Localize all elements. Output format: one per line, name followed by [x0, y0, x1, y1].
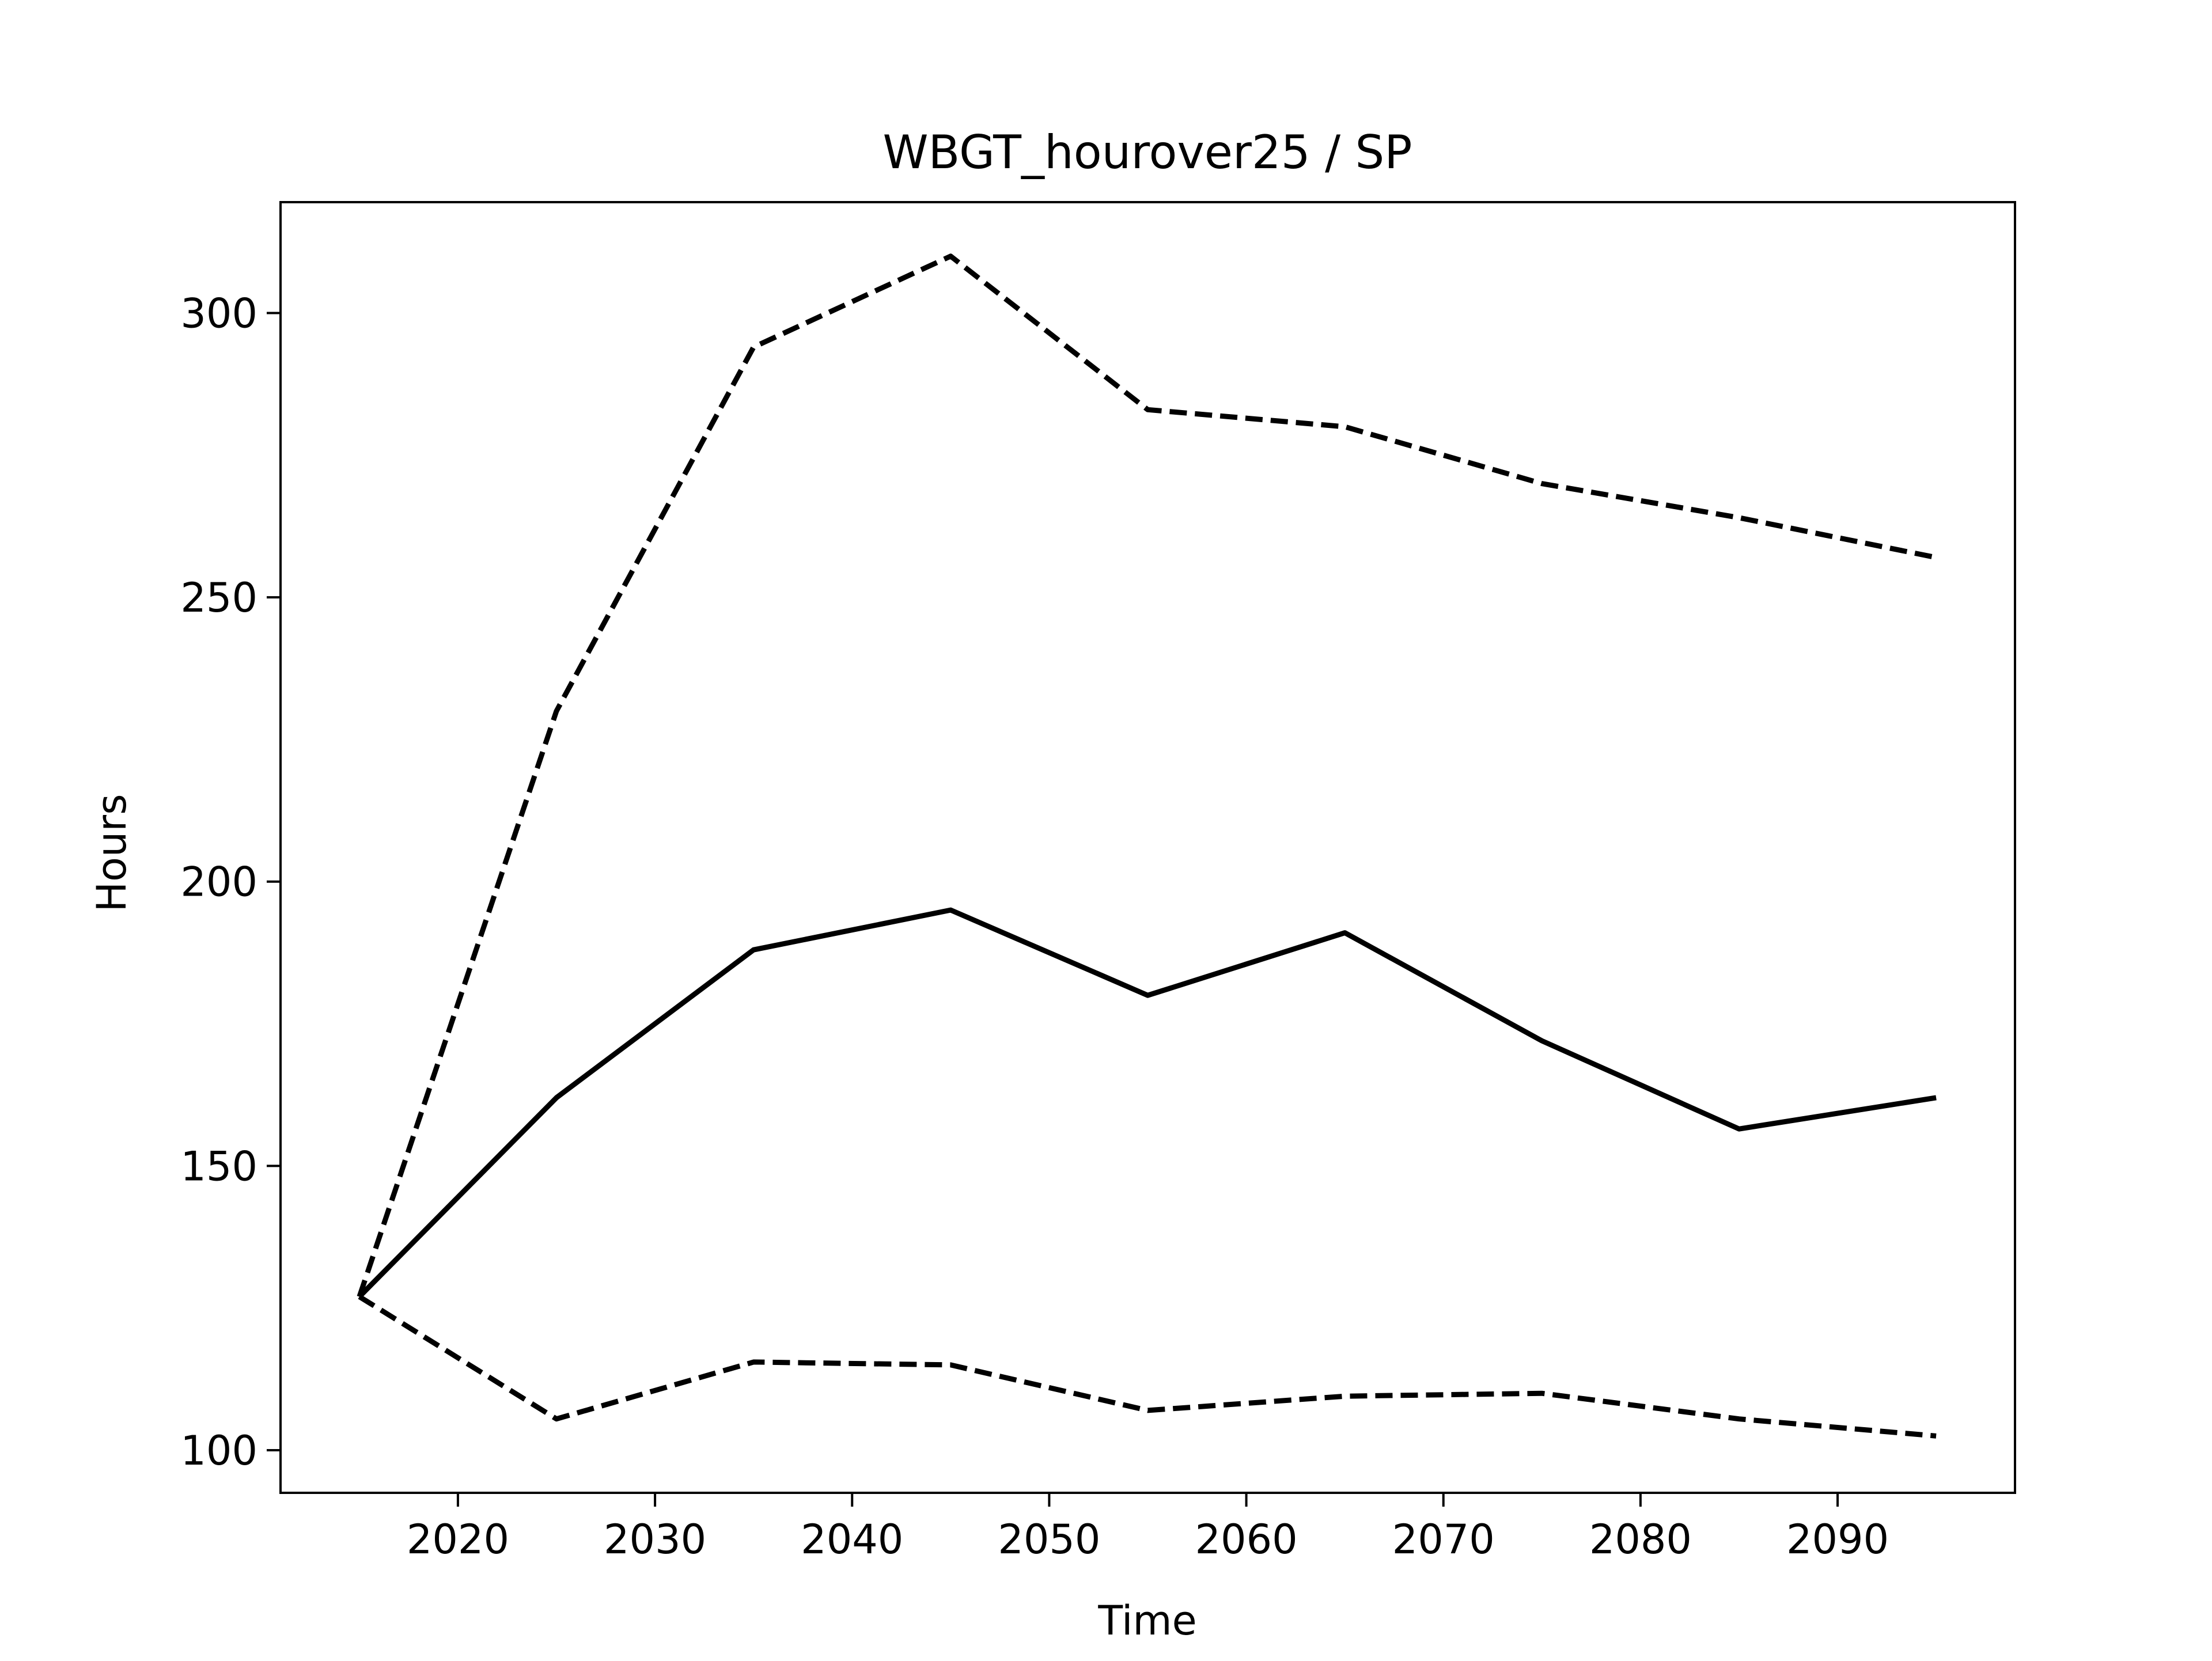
- x-tick-label: 2020: [407, 1516, 509, 1563]
- y-tick-label: 250: [180, 574, 257, 621]
- y-axis-label: Hours: [88, 794, 135, 912]
- x-tick-label: 2090: [1786, 1516, 1889, 1563]
- series-line-3: [358, 1294, 1937, 1439]
- plot-frame: [279, 201, 2016, 1494]
- series-line-1: [357, 907, 1937, 1299]
- x-axis-label: Time: [1097, 1597, 1196, 1644]
- axis-ticks: 2020 2030 2040 2050 2060 2070 2080 2090 100 150 20…: [180, 290, 1889, 1563]
- y-tick-label: 200: [180, 859, 257, 906]
- x-tick-label: 2070: [1392, 1516, 1495, 1563]
- x-tick-label: 2060: [1195, 1516, 1298, 1563]
- series-line-2: [357, 253, 1937, 1298]
- chart-title: WBGT_hourover25 / SP: [882, 126, 1412, 179]
- x-tick-label: 2030: [604, 1516, 706, 1563]
- y-tick-label: 100: [180, 1427, 257, 1474]
- x-tick-label: 2040: [801, 1516, 903, 1563]
- y-tick-label: 150: [180, 1143, 257, 1190]
- y-tick-label: 300: [180, 290, 257, 337]
- x-tick-label: 2050: [998, 1516, 1100, 1563]
- plot-area: [357, 253, 1937, 1439]
- x-tick-label: 2080: [1589, 1516, 1692, 1563]
